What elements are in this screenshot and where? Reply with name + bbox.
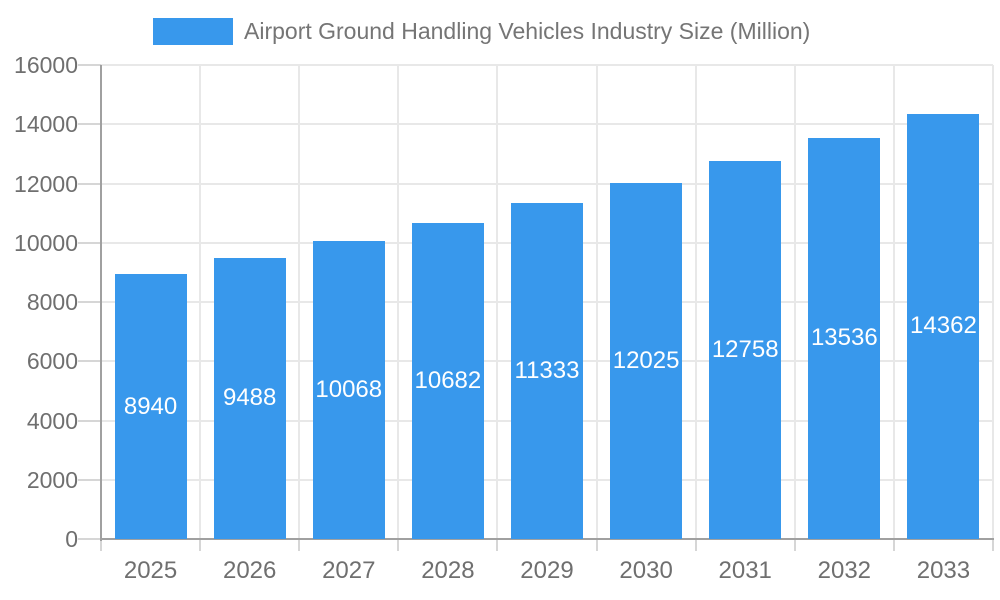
y-tick-mark xyxy=(78,64,101,66)
x-axis-label: 2029 xyxy=(520,557,574,584)
y-tick-mark xyxy=(78,123,101,126)
bar-2029[interactable] xyxy=(511,203,583,539)
bar-value-label: 12025 xyxy=(612,346,680,374)
chart-legend[interactable]: Airport Ground Handling Vehicles Industr… xyxy=(153,18,810,45)
gridline-horizontal xyxy=(101,64,993,66)
bar-value-label: 9488 xyxy=(222,384,277,412)
bar-value-label: 10068 xyxy=(315,375,383,403)
bar-2027[interactable] xyxy=(312,240,385,539)
x-tick-mark xyxy=(496,539,499,551)
legend-swatch xyxy=(153,18,233,45)
x-tick-mark xyxy=(595,539,598,551)
bar-value-label: 8940 xyxy=(123,392,178,420)
x-axis-label: 2032 xyxy=(817,557,872,584)
y-axis-label: 10000 xyxy=(14,229,78,256)
x-axis-label: 2033 xyxy=(916,557,971,584)
y-axis-label: 14000 xyxy=(14,111,78,138)
y-axis-line xyxy=(100,65,102,541)
gridline-vertical xyxy=(199,65,202,539)
y-axis-label: 8000 xyxy=(26,289,78,315)
legend-title: Airport Ground Handling Vehicles Industr… xyxy=(244,18,811,44)
x-tick-mark xyxy=(199,539,202,551)
gridline-vertical xyxy=(298,65,301,539)
y-axis-label: 4000 xyxy=(26,407,78,434)
gridline-horizontal xyxy=(101,123,993,126)
bar-2026[interactable] xyxy=(213,257,286,539)
bar-value-label: 10682 xyxy=(414,366,482,394)
gridline-vertical xyxy=(992,65,994,539)
y-tick-mark xyxy=(78,538,101,540)
y-axis-label: 6000 xyxy=(26,348,78,375)
x-tick-mark xyxy=(892,539,895,551)
bar-2031[interactable] xyxy=(709,161,782,539)
bar-2025[interactable] xyxy=(114,274,187,539)
x-tick-mark xyxy=(793,539,796,551)
x-axis-label: 2025 xyxy=(123,557,178,584)
gridline-vertical xyxy=(793,65,796,539)
x-axis-label: 2030 xyxy=(619,557,673,584)
x-tick-mark xyxy=(298,539,301,551)
y-axis-label: 0 xyxy=(65,526,78,552)
bar-2033[interactable] xyxy=(907,113,980,539)
x-tick-mark xyxy=(992,539,994,551)
y-tick-mark xyxy=(78,419,101,422)
x-axis-label: 2026 xyxy=(222,557,277,584)
gridline-horizontal xyxy=(101,182,993,185)
bar-2032[interactable] xyxy=(808,137,881,539)
y-axis-label: 12000 xyxy=(14,170,78,197)
y-tick-mark xyxy=(78,360,101,363)
y-tick-mark xyxy=(78,241,101,244)
y-axis-label: 16000 xyxy=(14,52,78,78)
gridline-vertical xyxy=(595,65,598,539)
gridline-vertical xyxy=(694,65,697,539)
bar-value-label: 11333 xyxy=(514,357,580,385)
x-tick-mark xyxy=(694,539,697,551)
bar-2030[interactable] xyxy=(610,182,683,539)
y-tick-mark xyxy=(78,182,101,185)
x-tick-mark xyxy=(100,539,102,551)
bar-value-label: 13536 xyxy=(810,324,878,352)
x-tick-mark xyxy=(397,539,400,551)
y-tick-mark xyxy=(78,478,101,481)
x-axis-label: 2028 xyxy=(421,557,475,584)
gridline-vertical xyxy=(397,65,400,539)
bar-value-label: 12758 xyxy=(711,336,779,364)
gridline-vertical xyxy=(892,65,895,539)
gridline-vertical xyxy=(496,65,499,539)
x-axis-line xyxy=(100,538,994,540)
y-tick-mark xyxy=(78,301,101,303)
y-axis-label: 2000 xyxy=(26,466,78,493)
x-axis-label: 2031 xyxy=(718,557,772,584)
x-axis-label: 2027 xyxy=(322,557,376,584)
bar-2028[interactable] xyxy=(411,222,484,539)
bar-value-label: 14362 xyxy=(910,312,977,340)
